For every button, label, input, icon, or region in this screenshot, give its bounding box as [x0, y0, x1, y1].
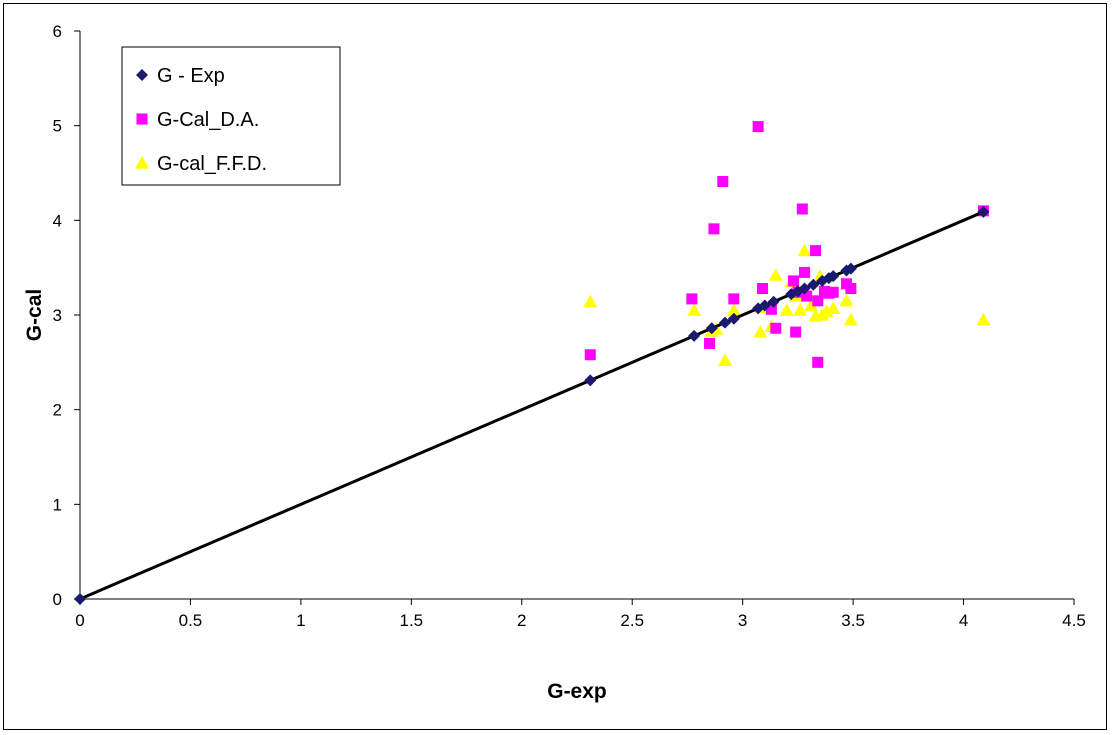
legend-label: G-cal_F.F.D.	[157, 153, 267, 175]
data-point	[704, 337, 716, 349]
x-tick-label: 4	[959, 611, 968, 630]
data-point	[810, 245, 822, 257]
legend-marker	[135, 156, 149, 169]
legend-box	[121, 46, 341, 186]
y-tick-label: 3	[53, 306, 62, 325]
x-tick-label: 1.5	[400, 611, 424, 630]
legend-item: G - Exp	[136, 65, 225, 87]
x-axis-title: G-exp	[547, 680, 607, 703]
data-point	[717, 353, 732, 367]
legend-label: G - Exp	[157, 65, 225, 87]
data-point	[584, 349, 596, 361]
x-tick-label: 0.5	[179, 611, 203, 630]
data-point	[758, 299, 771, 312]
y-tick-label: 1	[53, 495, 62, 514]
data-point	[768, 268, 783, 281]
data-point	[767, 295, 780, 308]
legend-label: G-Cal_D.A.	[157, 109, 259, 131]
data-point	[798, 282, 811, 295]
data-point	[844, 262, 857, 275]
data-point	[688, 329, 701, 342]
series-layer	[74, 121, 991, 605]
data-point	[708, 223, 720, 235]
data-point	[845, 282, 857, 294]
axes: 0 0.5 1 1.5 2 2.5 3 3.5 4 4.5 0 1 2 3 4 5 6	[53, 22, 1086, 630]
data-point	[796, 203, 808, 215]
data-point	[827, 270, 840, 283]
legend: G - Exp G-Cal_D.A. G-cal_F.F.D.	[121, 46, 341, 186]
data-point	[728, 293, 740, 305]
data-point	[726, 303, 741, 316]
data-point	[74, 593, 86, 605]
data-point	[839, 293, 854, 307]
data-point	[799, 266, 811, 278]
legend-marker	[136, 113, 148, 125]
data-point	[807, 278, 820, 291]
legend-items: G - Exp G-Cal_D.A. G-cal_F.F.D.	[135, 65, 267, 175]
data-point	[812, 356, 824, 368]
data-point	[757, 282, 769, 294]
data-point	[753, 325, 768, 338]
x-tick-label: 2.5	[620, 611, 644, 630]
y-tick-label: 4	[53, 211, 62, 230]
x-tick-label: 2	[517, 611, 526, 630]
data-point	[797, 243, 812, 257]
data-point	[727, 312, 740, 325]
y-axis-title: G-cal	[23, 289, 46, 342]
data-point	[976, 312, 991, 326]
series-g-cal-d-a-	[584, 121, 989, 368]
data-point	[790, 326, 802, 338]
data-point	[752, 121, 764, 133]
x-tick-label: 3	[738, 611, 747, 630]
data-point	[779, 303, 794, 316]
data-point	[812, 295, 824, 307]
y-tick-label: 6	[53, 22, 62, 41]
x-tick-label: 3.5	[841, 611, 865, 630]
data-point	[804, 298, 819, 312]
data-point	[584, 374, 597, 387]
x-tick-label: 1	[296, 611, 305, 630]
data-point	[765, 303, 777, 315]
x-tick-label: 0	[75, 611, 84, 630]
data-point	[977, 205, 990, 218]
legend-item: G-Cal_D.A.	[136, 109, 259, 131]
data-point	[827, 286, 839, 298]
legend-item: G-cal_F.F.D.	[135, 153, 267, 175]
series-g-exp	[74, 205, 990, 605]
y-tick-label: 0	[53, 590, 62, 609]
data-point	[583, 294, 598, 308]
legend-marker	[136, 69, 148, 81]
data-point	[705, 322, 718, 335]
data-point	[826, 301, 841, 314]
y-tick-label: 2	[53, 401, 62, 420]
data-point	[718, 316, 731, 329]
data-point	[687, 303, 702, 316]
data-point	[787, 275, 799, 287]
y-tick-label: 5	[53, 117, 62, 136]
data-point	[801, 290, 813, 302]
data-point	[843, 312, 858, 326]
data-point	[686, 293, 698, 305]
data-point	[717, 176, 729, 188]
data-point	[770, 322, 782, 334]
x-tick-label: 4.5	[1062, 611, 1086, 630]
data-point	[793, 303, 808, 316]
